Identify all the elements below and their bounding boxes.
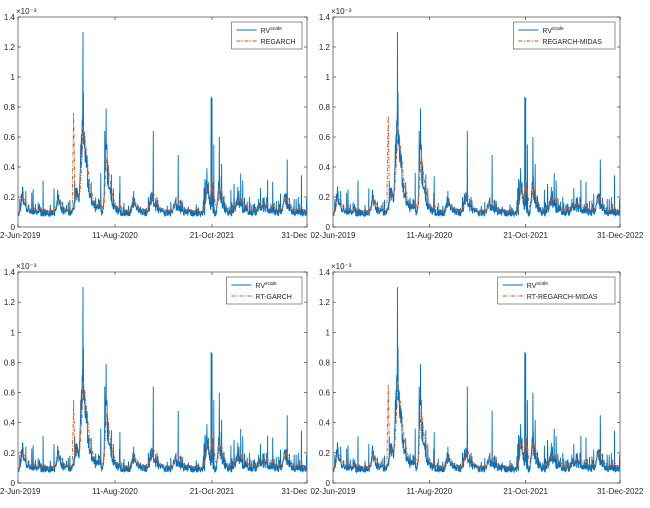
- plot-area: [17, 271, 308, 484]
- y-tick-label: 0.6: [4, 133, 16, 142]
- y-tick-label: 0.2: [4, 193, 16, 202]
- legend: RVscale RT-GARCH: [226, 276, 303, 305]
- x-tick-label: 31-Dec-2022: [597, 487, 644, 496]
- plot-area: [332, 271, 621, 484]
- series-line-model: [333, 115, 620, 214]
- legend-label-superscript: scale: [536, 281, 548, 287]
- y-tick-label: 1.4: [4, 13, 16, 22]
- legend-label: REGARCH: [261, 39, 296, 46]
- legend: RVscale REGARCH: [231, 21, 303, 50]
- y-tick-label: 0.8: [4, 358, 16, 367]
- legend-box: [231, 21, 303, 50]
- legend-label: RVscale: [261, 26, 283, 35]
- y-tick-label: 1: [326, 328, 331, 337]
- x-tick-label: 21-Oct-2021: [503, 231, 548, 240]
- legend: RVscale REGARCH-MIDAS: [513, 21, 616, 50]
- y-tick-label: 0.8: [319, 103, 331, 112]
- y-tick-label: 0.2: [4, 449, 16, 458]
- y-tick-label: 0: [11, 479, 16, 488]
- y-tick-label: 0: [326, 479, 331, 488]
- y-tick-label: 0: [11, 223, 16, 232]
- x-tick-label: 02-Jun-2019: [0, 231, 41, 240]
- x-tick-label: 31-Dec: [281, 487, 307, 496]
- y-tick-label: 0.2: [319, 449, 331, 458]
- legend-box: [513, 21, 616, 50]
- series-line-model: [18, 112, 307, 214]
- x-tick-label: 02-Jun-2019: [311, 231, 356, 240]
- series-line-model: [333, 381, 620, 470]
- chart-panel-4: 0 0.2 0.4 0.6 0.8 1 1.2 1.4×10⁻³ 02-Jun-2019 11-A…: [311, 262, 644, 496]
- x-tick-label: 11-Aug-2020: [92, 231, 138, 240]
- legend-label: RT-REGARCH-MIDAS: [527, 294, 598, 301]
- series-line-rv: [333, 287, 620, 475]
- x-tick-label: 02-Jun-2019: [0, 487, 41, 496]
- x-tick-label: 31-Dec: [281, 231, 307, 240]
- x-tick-label: 11-Aug-2020: [406, 231, 452, 240]
- x-tick-label: 11-Aug-2020: [92, 487, 138, 496]
- y-tick-label: 0: [326, 223, 331, 232]
- y-tick-label: 1.2: [4, 43, 16, 52]
- legend: RVscale RT-REGARCH-MIDAS: [497, 276, 616, 305]
- y-tick-label: 1.4: [319, 268, 331, 277]
- legend-label: RVscale: [527, 281, 549, 290]
- legend-label-superscript: scale: [552, 26, 564, 32]
- legend-label-superscript: scale: [265, 281, 277, 287]
- x-tick-label: 31-Dec-2022: [597, 231, 644, 240]
- x-tick-label: 21-Oct-2021: [190, 487, 235, 496]
- y-tick-label: 0.4: [319, 419, 331, 428]
- legend-box: [497, 276, 616, 305]
- y-tick-label: 0.4: [4, 163, 16, 172]
- y-tick-label: 1.2: [4, 298, 16, 307]
- x-tick-label: 11-Aug-2020: [406, 487, 452, 496]
- x-tick-label: 02-Jun-2019: [311, 487, 356, 496]
- y-tick-label: 0.4: [319, 163, 331, 172]
- legend-label: RT-GARCH: [255, 294, 291, 301]
- x-tick-label: 21-Oct-2021: [190, 231, 235, 240]
- legend-label-superscript: scale: [270, 26, 282, 32]
- y-tick-label: 0.2: [319, 193, 331, 202]
- series-line-model: [18, 381, 307, 470]
- y-exponent-label: ×10⁻³: [331, 7, 352, 16]
- y-tick-label: 1: [11, 328, 16, 337]
- plot-area: [17, 16, 308, 228]
- y-tick-label: 0.4: [4, 419, 16, 428]
- legend-label: RVscale: [542, 26, 564, 35]
- y-tick-label: 1.2: [319, 43, 331, 52]
- y-tick-label: 1.4: [319, 13, 331, 22]
- chart-panel-1: 0 0.2 0.4 0.6 0.8 1 1.2 1.4×10⁻³ 02-Jun-2019 11-A…: [0, 7, 308, 240]
- legend-label: REGARCH-MIDAS: [542, 39, 602, 46]
- y-tick-label: 0.8: [4, 103, 16, 112]
- legend-label: RVscale: [255, 281, 277, 290]
- x-tick-label: 21-Oct-2021: [503, 487, 548, 496]
- y-tick-label: 0.6: [319, 389, 331, 398]
- y-tick-label: 0.8: [319, 358, 331, 367]
- y-tick-label: 1: [326, 73, 331, 82]
- legend-box: [226, 276, 303, 305]
- y-exponent-label: ×10⁻³: [16, 262, 37, 271]
- y-tick-label: 0.6: [4, 389, 16, 398]
- y-tick-label: 1: [11, 73, 16, 82]
- y-tick-label: 0.6: [319, 133, 331, 142]
- y-tick-label: 1.4: [4, 268, 16, 277]
- plot-area: [332, 16, 621, 228]
- chart-panel-3: 0 0.2 0.4 0.6 0.8 1 1.2 1.4×10⁻³ 02-Jun-2019 11-A…: [0, 262, 308, 496]
- y-tick-label: 1.2: [319, 298, 331, 307]
- chart-panel-2: 0 0.2 0.4 0.6 0.8 1 1.2 1.4×10⁻³ 02-Jun-2019 11-A…: [311, 7, 644, 240]
- y-exponent-label: ×10⁻³: [16, 7, 37, 16]
- y-exponent-label: ×10⁻³: [331, 262, 352, 271]
